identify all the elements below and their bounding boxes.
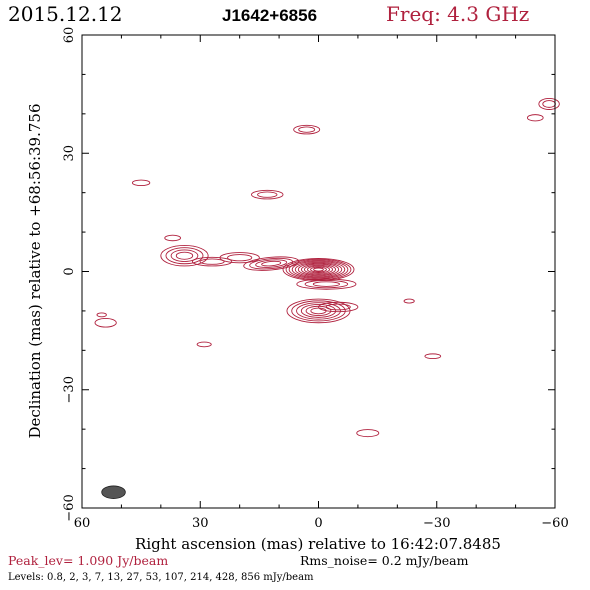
y-tick-label-1: −30 bbox=[62, 376, 77, 403]
contour-18-level-0 bbox=[526, 114, 544, 122]
contour-0-level-9 bbox=[310, 266, 327, 273]
contour-4-level-3 bbox=[261, 260, 282, 267]
contour-levels: Levels: 0.8, 2, 3, 7, 13, 27, 53, 107, 2… bbox=[8, 572, 314, 583]
contour-0-level-5 bbox=[297, 262, 340, 277]
contour-10-level-1 bbox=[298, 126, 316, 133]
contour-8-level-0 bbox=[164, 234, 181, 242]
contour-12-level-0 bbox=[94, 317, 117, 328]
contour-9-level-1 bbox=[257, 191, 278, 198]
contour-14-level-0 bbox=[196, 341, 212, 348]
contour-13-level-0 bbox=[96, 312, 107, 318]
contour-0-level-7 bbox=[303, 264, 334, 275]
contour-9-level-0 bbox=[251, 189, 284, 200]
contour-0-level-6 bbox=[300, 263, 337, 276]
contour-1-level-0 bbox=[296, 278, 357, 290]
source-name: J1642+6856 bbox=[222, 6, 318, 25]
y-tick-label-0: −60 bbox=[62, 494, 77, 521]
contour-2-level-5 bbox=[310, 307, 327, 315]
x-tick-label-0: 60 bbox=[74, 516, 91, 531]
contour-11-level-0 bbox=[132, 179, 151, 187]
contour-0-level-3 bbox=[291, 260, 346, 279]
x-axis-label: Right ascension (mas) relative to 16:42:… bbox=[135, 535, 501, 553]
contour-4-level-1 bbox=[249, 257, 294, 270]
contour-19-level-0 bbox=[538, 98, 560, 110]
y-tick-label-2: 0 bbox=[62, 267, 77, 275]
contour-4-level-2 bbox=[255, 259, 288, 268]
beam-layer bbox=[101, 485, 126, 499]
contour-0-level-2 bbox=[288, 259, 349, 280]
contour-0-level-10 bbox=[313, 267, 324, 272]
y-tick-label-4: 60 bbox=[62, 27, 77, 44]
contour-3-level-0 bbox=[318, 301, 359, 313]
contour-2-level-2 bbox=[296, 302, 341, 320]
frequency-label: Freq: 4.3 GHz bbox=[386, 2, 530, 26]
contour-5-level-1 bbox=[227, 254, 253, 262]
contour-1-level-2 bbox=[312, 281, 340, 287]
contour-0-level-4 bbox=[294, 261, 343, 278]
contour-19-level-1 bbox=[542, 100, 556, 108]
contour-16-level-0 bbox=[424, 353, 442, 360]
y-tick-label-3: 30 bbox=[62, 145, 77, 162]
contour-0-level-8 bbox=[307, 265, 330, 274]
contour-0-level-1 bbox=[285, 258, 352, 281]
contour-10-level-0 bbox=[293, 124, 321, 135]
contour-2-level-3 bbox=[300, 304, 337, 318]
contour-7-level-1 bbox=[165, 247, 204, 265]
x-tick-label-4: −60 bbox=[541, 516, 568, 531]
x-tick-label-2: 0 bbox=[314, 516, 322, 531]
contour-6-level-0 bbox=[191, 256, 233, 267]
contour-3-level-1 bbox=[325, 303, 351, 311]
contour-7-level-2 bbox=[170, 249, 199, 262]
contour-17-level-0 bbox=[356, 429, 380, 438]
contour-6-level-1 bbox=[199, 258, 225, 265]
axis-ticks: 60 30 0 −30 −60 −60 −30 0 30 60 bbox=[62, 27, 569, 531]
contour-7-level-3 bbox=[175, 251, 194, 260]
beam-ellipse bbox=[101, 485, 126, 499]
y-axis-label: Declination (mas) relative to +68:56:39.… bbox=[26, 103, 44, 438]
contour-15-level-0 bbox=[403, 298, 415, 304]
rms-noise: Rms_noise= 0.2 mJy/beam bbox=[300, 553, 469, 568]
x-tick-label-3: −30 bbox=[423, 516, 450, 531]
peak-level: Peak_lev= 1.090 Jy/beam bbox=[8, 553, 169, 568]
contour-layer bbox=[94, 98, 560, 438]
x-tick-label-1: 30 bbox=[192, 516, 209, 531]
contour-1-level-1 bbox=[304, 279, 349, 289]
contour-7-level-0 bbox=[160, 245, 209, 267]
contour-4-level-0 bbox=[243, 256, 300, 271]
contour-0-level-0 bbox=[282, 258, 355, 282]
contour-2-level-1 bbox=[291, 300, 346, 322]
observation-date: 2015.12.12 bbox=[8, 2, 123, 26]
